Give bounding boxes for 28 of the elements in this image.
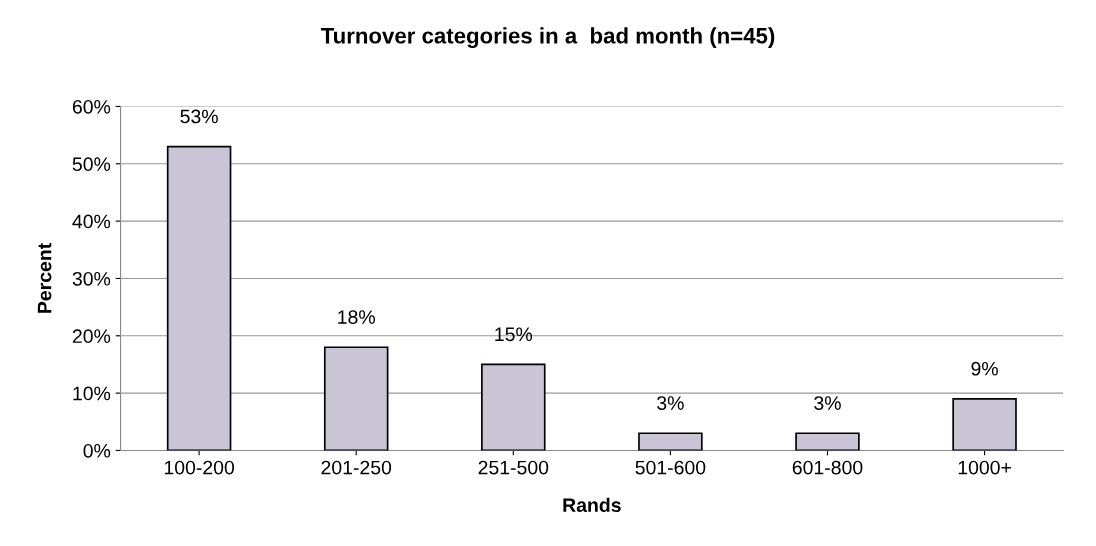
y-tick-label: 60% bbox=[72, 99, 111, 114]
data-label: 53% bbox=[180, 109, 218, 124]
y-tick-label: 30% bbox=[72, 271, 111, 286]
bar bbox=[952, 398, 1017, 451]
bar bbox=[481, 363, 546, 451]
bar bbox=[166, 145, 232, 451]
y-tick-label: 50% bbox=[72, 157, 111, 172]
x-tick-label: 501-600 bbox=[635, 460, 706, 475]
bar bbox=[795, 432, 860, 451]
data-label: 9% bbox=[971, 361, 998, 376]
y-tick-label: 0% bbox=[83, 443, 111, 458]
data-label: 3% bbox=[657, 396, 684, 410]
x-tick-label: 251-500 bbox=[478, 460, 549, 475]
bar bbox=[638, 432, 703, 451]
y-tick-label: 40% bbox=[72, 214, 111, 229]
x-tick-label: 100-200 bbox=[164, 460, 235, 475]
data-label: 18% bbox=[338, 310, 375, 324]
y-tick-label: 10% bbox=[73, 386, 111, 401]
x-tick-label: 201-250 bbox=[321, 460, 392, 475]
bar bbox=[323, 346, 389, 451]
x-tick-label: 601-800 bbox=[792, 460, 863, 475]
data-label: 15% bbox=[495, 327, 533, 342]
x-axis-title: Rands bbox=[563, 497, 621, 513]
y-axis-title: Percent bbox=[37, 243, 52, 313]
x-tick-label: 1000+ bbox=[958, 460, 1011, 475]
data-label: 3% bbox=[814, 396, 841, 410]
chart-title: Turnover categories in a bad month (n=45) bbox=[320, 27, 775, 49]
y-tick-label: 20% bbox=[72, 329, 111, 344]
